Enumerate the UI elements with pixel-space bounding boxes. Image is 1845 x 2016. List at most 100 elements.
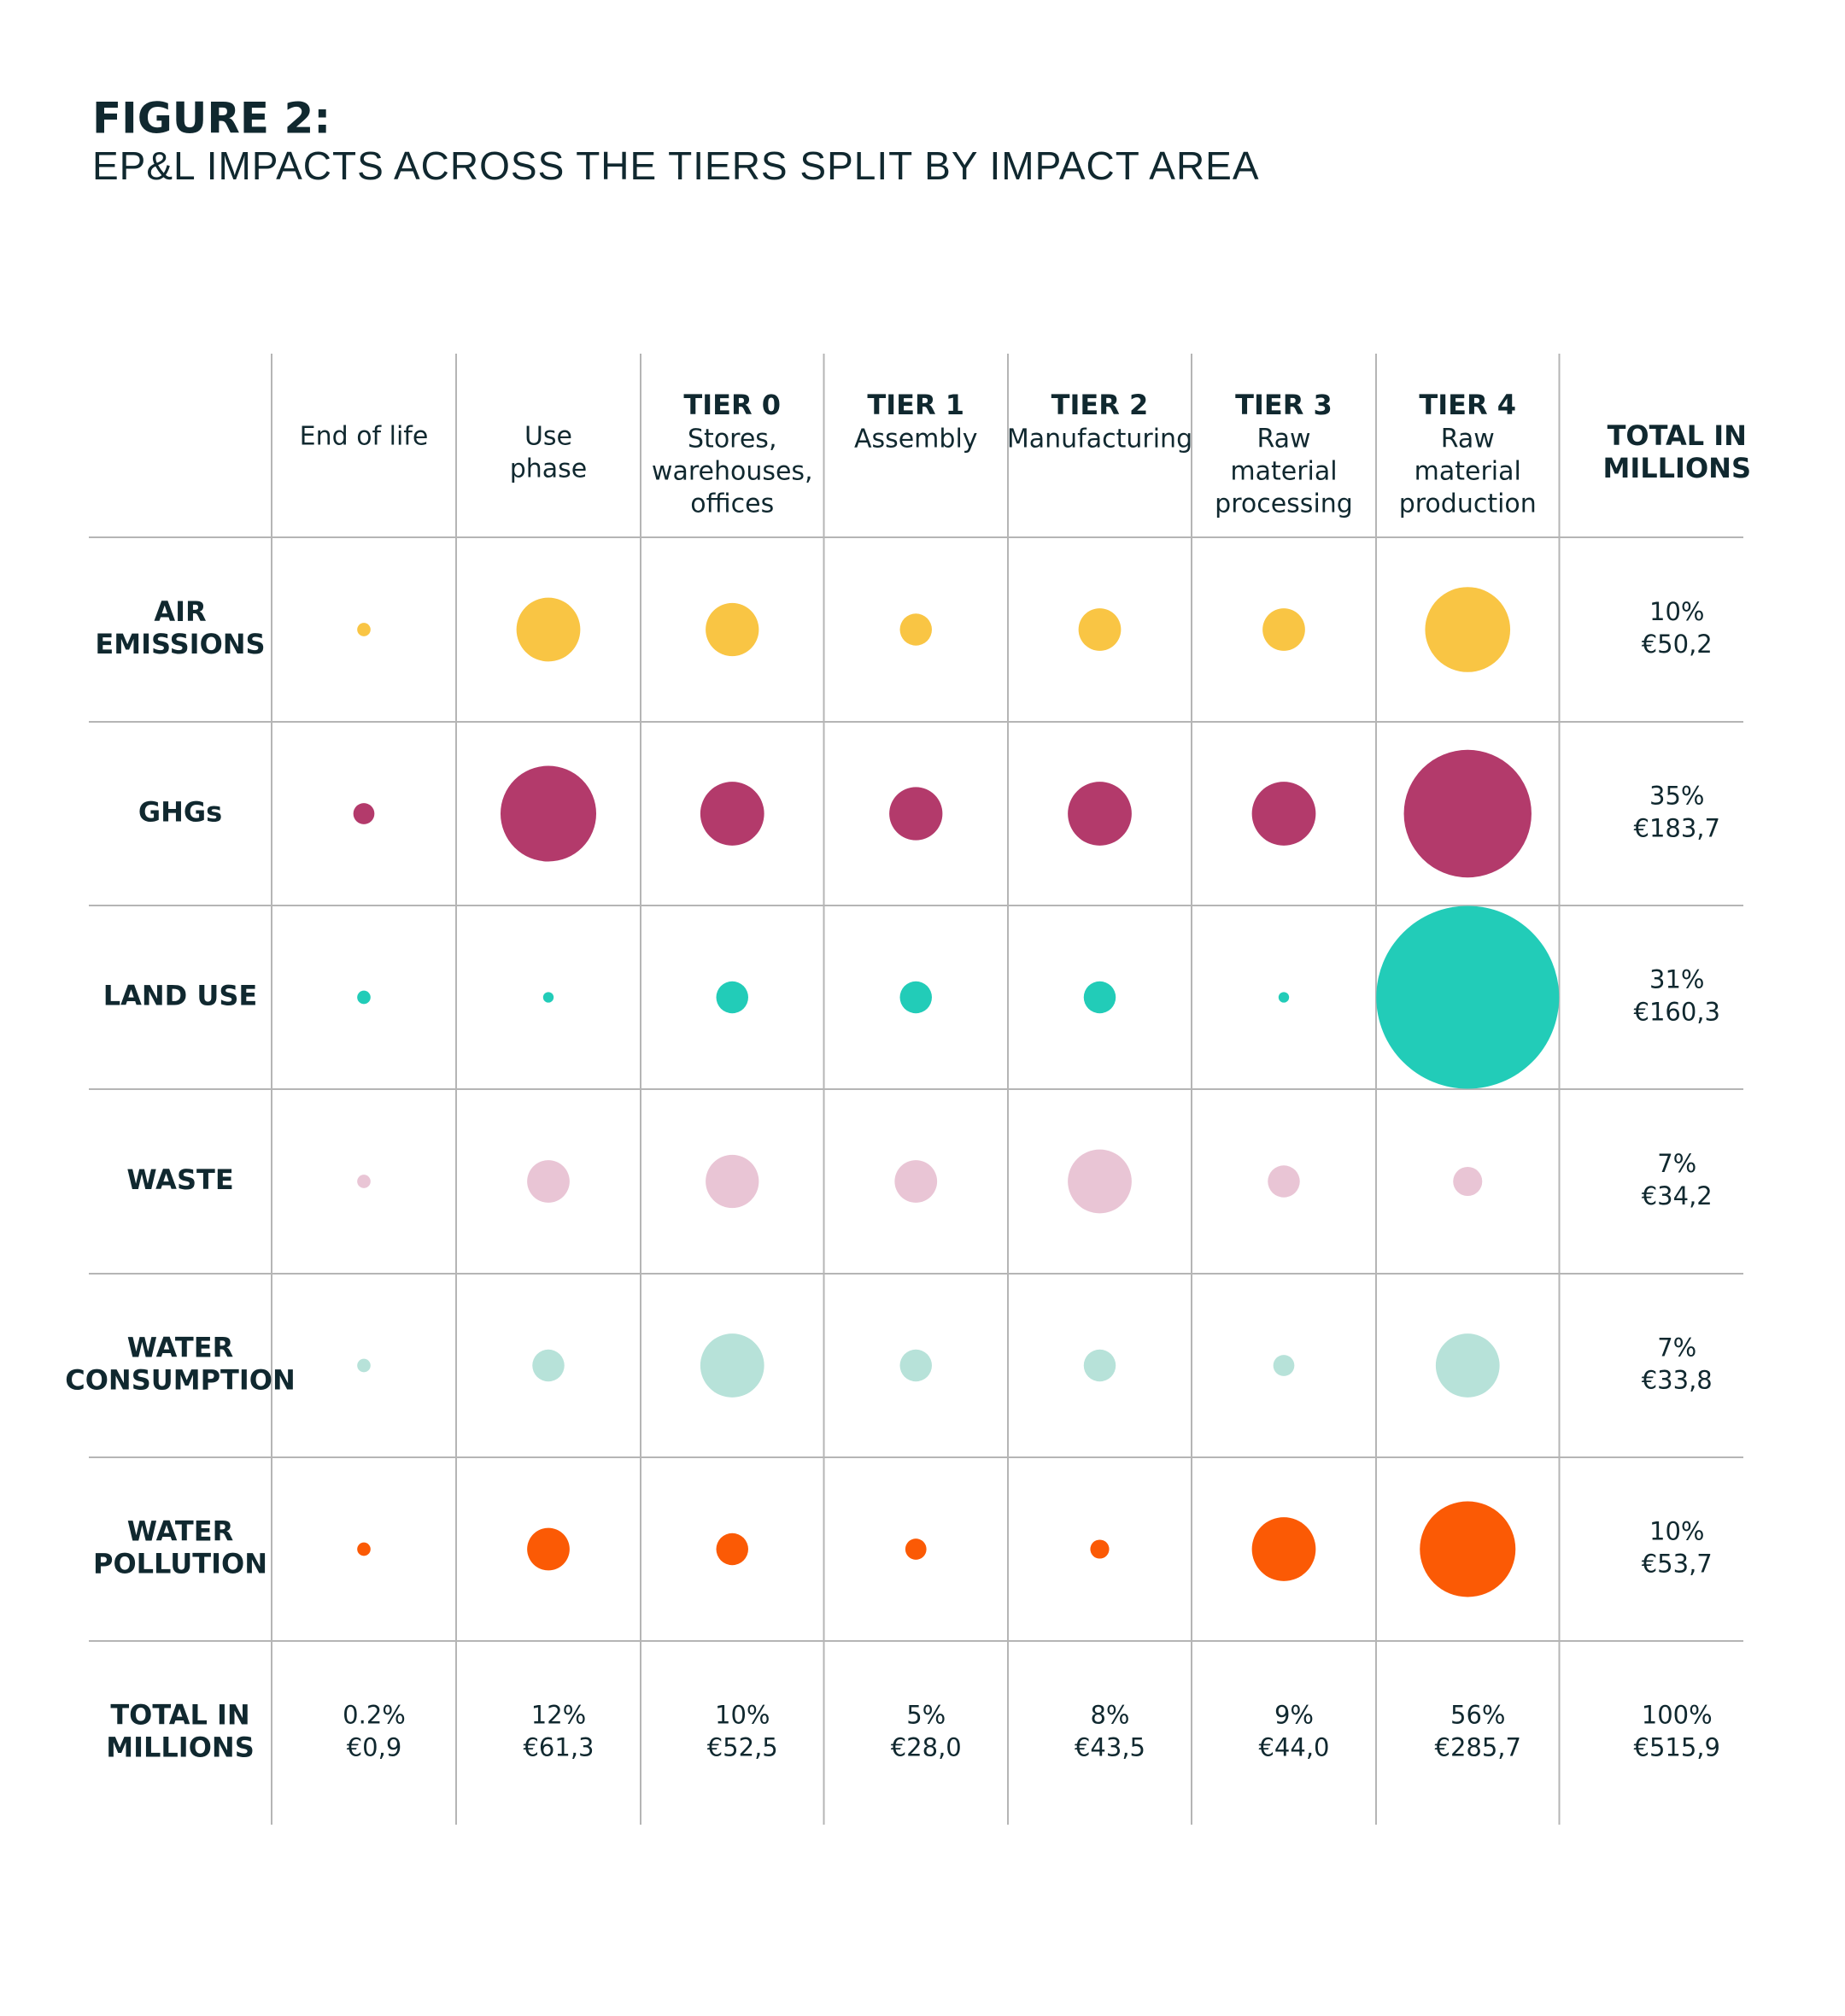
chart-title: FIGURE 2: bbox=[92, 94, 331, 144]
row-total: 7% bbox=[1657, 1149, 1696, 1178]
column-label: processing bbox=[1215, 489, 1353, 519]
bubble bbox=[1425, 587, 1511, 672]
row-label: AIR bbox=[154, 595, 206, 628]
column-total: €44,0 bbox=[1258, 1733, 1329, 1762]
row-total: 31% bbox=[1649, 965, 1704, 994]
bubble bbox=[1435, 1333, 1500, 1398]
bubble bbox=[542, 992, 554, 1003]
bubble bbox=[532, 1349, 565, 1382]
overall-total: €515,9 bbox=[1634, 1733, 1720, 1762]
bubble bbox=[1083, 1349, 1116, 1382]
bubble bbox=[899, 1349, 932, 1382]
bubble bbox=[716, 981, 748, 1014]
column-total: €0,9 bbox=[347, 1733, 402, 1762]
column-total: 5% bbox=[906, 1701, 946, 1730]
row-label: EMISSIONS bbox=[95, 628, 265, 660]
bubble bbox=[894, 1160, 938, 1203]
bubble bbox=[1420, 1501, 1516, 1597]
row-total: €50,2 bbox=[1642, 630, 1713, 659]
bubble bbox=[1251, 1517, 1316, 1581]
tier-label: TIER 4 bbox=[1419, 389, 1516, 421]
chart-subtitle: EP&L IMPACTS ACROSS THE TIERS SPLIT BY I… bbox=[92, 144, 1260, 188]
row-label: LAND USE bbox=[103, 980, 258, 1012]
column-label: phase bbox=[510, 454, 588, 484]
row-total: 7% bbox=[1657, 1333, 1696, 1363]
row-total: 10% bbox=[1649, 597, 1704, 626]
column-total: €61,3 bbox=[523, 1733, 594, 1762]
bubble bbox=[527, 1160, 570, 1203]
column-total: €285,7 bbox=[1435, 1733, 1521, 1762]
column-label: Use bbox=[524, 422, 572, 452]
tier-label: TIER 2 bbox=[1051, 389, 1149, 421]
column-total: €28,0 bbox=[891, 1733, 962, 1762]
row-total: €34,2 bbox=[1642, 1181, 1713, 1210]
row-label: WATER bbox=[127, 1332, 233, 1364]
bubble bbox=[1068, 782, 1132, 846]
row-total: €183,7 bbox=[1634, 814, 1720, 843]
tier-label: TIER 1 bbox=[867, 389, 964, 421]
bubble bbox=[1251, 782, 1316, 846]
bubble bbox=[706, 1154, 759, 1209]
row-label: POLLUTION bbox=[93, 1548, 267, 1580]
bubble bbox=[527, 1527, 570, 1571]
row-total: €53,7 bbox=[1642, 1550, 1713, 1579]
column-total: 0.2% bbox=[343, 1701, 406, 1730]
column-total: €43,5 bbox=[1075, 1733, 1145, 1762]
column-label: Manufacturing bbox=[1007, 425, 1192, 454]
column-label: material bbox=[1414, 457, 1521, 487]
column-label: warehouses, bbox=[652, 457, 813, 487]
overall-total: 100% bbox=[1642, 1701, 1713, 1730]
column-label: Stores, bbox=[688, 425, 776, 454]
bubble bbox=[500, 765, 597, 862]
bubble bbox=[1078, 608, 1122, 651]
column-label: material bbox=[1230, 457, 1337, 487]
column-total: 8% bbox=[1090, 1701, 1129, 1730]
bubble bbox=[357, 1542, 371, 1556]
bubble bbox=[1376, 905, 1560, 1089]
bubble bbox=[899, 613, 932, 646]
bubble bbox=[706, 602, 759, 657]
bubble bbox=[357, 1175, 371, 1188]
bubble bbox=[357, 623, 371, 636]
total-header: TOTAL IN bbox=[1608, 419, 1747, 452]
column-label: End of life bbox=[300, 422, 429, 452]
column-total: 9% bbox=[1274, 1701, 1314, 1730]
column-label: production bbox=[1399, 489, 1537, 519]
column-label: Assembly bbox=[854, 425, 978, 454]
bubble bbox=[516, 597, 581, 662]
bubble bbox=[1453, 1166, 1483, 1197]
column-total: €52,5 bbox=[707, 1733, 778, 1762]
bubble bbox=[353, 803, 375, 824]
row-label: WATER bbox=[127, 1515, 233, 1548]
row-label: MILLIONS bbox=[106, 1732, 254, 1764]
tier-label: TIER 3 bbox=[1235, 389, 1332, 421]
column-total: 12% bbox=[531, 1701, 586, 1730]
tier-label: TIER 0 bbox=[683, 389, 781, 421]
bubble bbox=[1262, 608, 1305, 651]
column-label: Raw bbox=[1441, 425, 1495, 454]
bubble bbox=[1268, 1165, 1300, 1198]
bubble bbox=[700, 1333, 764, 1398]
column-label: offices bbox=[690, 489, 774, 519]
row-label: CONSUMPTION bbox=[65, 1364, 296, 1397]
column-total: 56% bbox=[1450, 1701, 1505, 1730]
bubble bbox=[899, 981, 932, 1014]
row-total: €33,8 bbox=[1642, 1366, 1713, 1395]
total-header: MILLIONS bbox=[1603, 452, 1751, 484]
bubble bbox=[700, 782, 764, 846]
column-total: 10% bbox=[715, 1701, 770, 1730]
bubble bbox=[357, 990, 371, 1005]
row-total: 10% bbox=[1649, 1517, 1704, 1546]
bubble bbox=[1278, 992, 1290, 1003]
row-label: TOTAL IN bbox=[110, 1699, 249, 1732]
bubble bbox=[905, 1538, 927, 1560]
row-label: GHGs bbox=[138, 796, 222, 829]
bubble bbox=[889, 787, 943, 841]
bubble bbox=[1403, 749, 1532, 878]
row-total: 35% bbox=[1649, 782, 1704, 811]
row-total: €160,3 bbox=[1634, 998, 1720, 1027]
column-label: Raw bbox=[1256, 425, 1310, 454]
bubble bbox=[1083, 981, 1116, 1014]
bubble bbox=[1273, 1355, 1295, 1376]
